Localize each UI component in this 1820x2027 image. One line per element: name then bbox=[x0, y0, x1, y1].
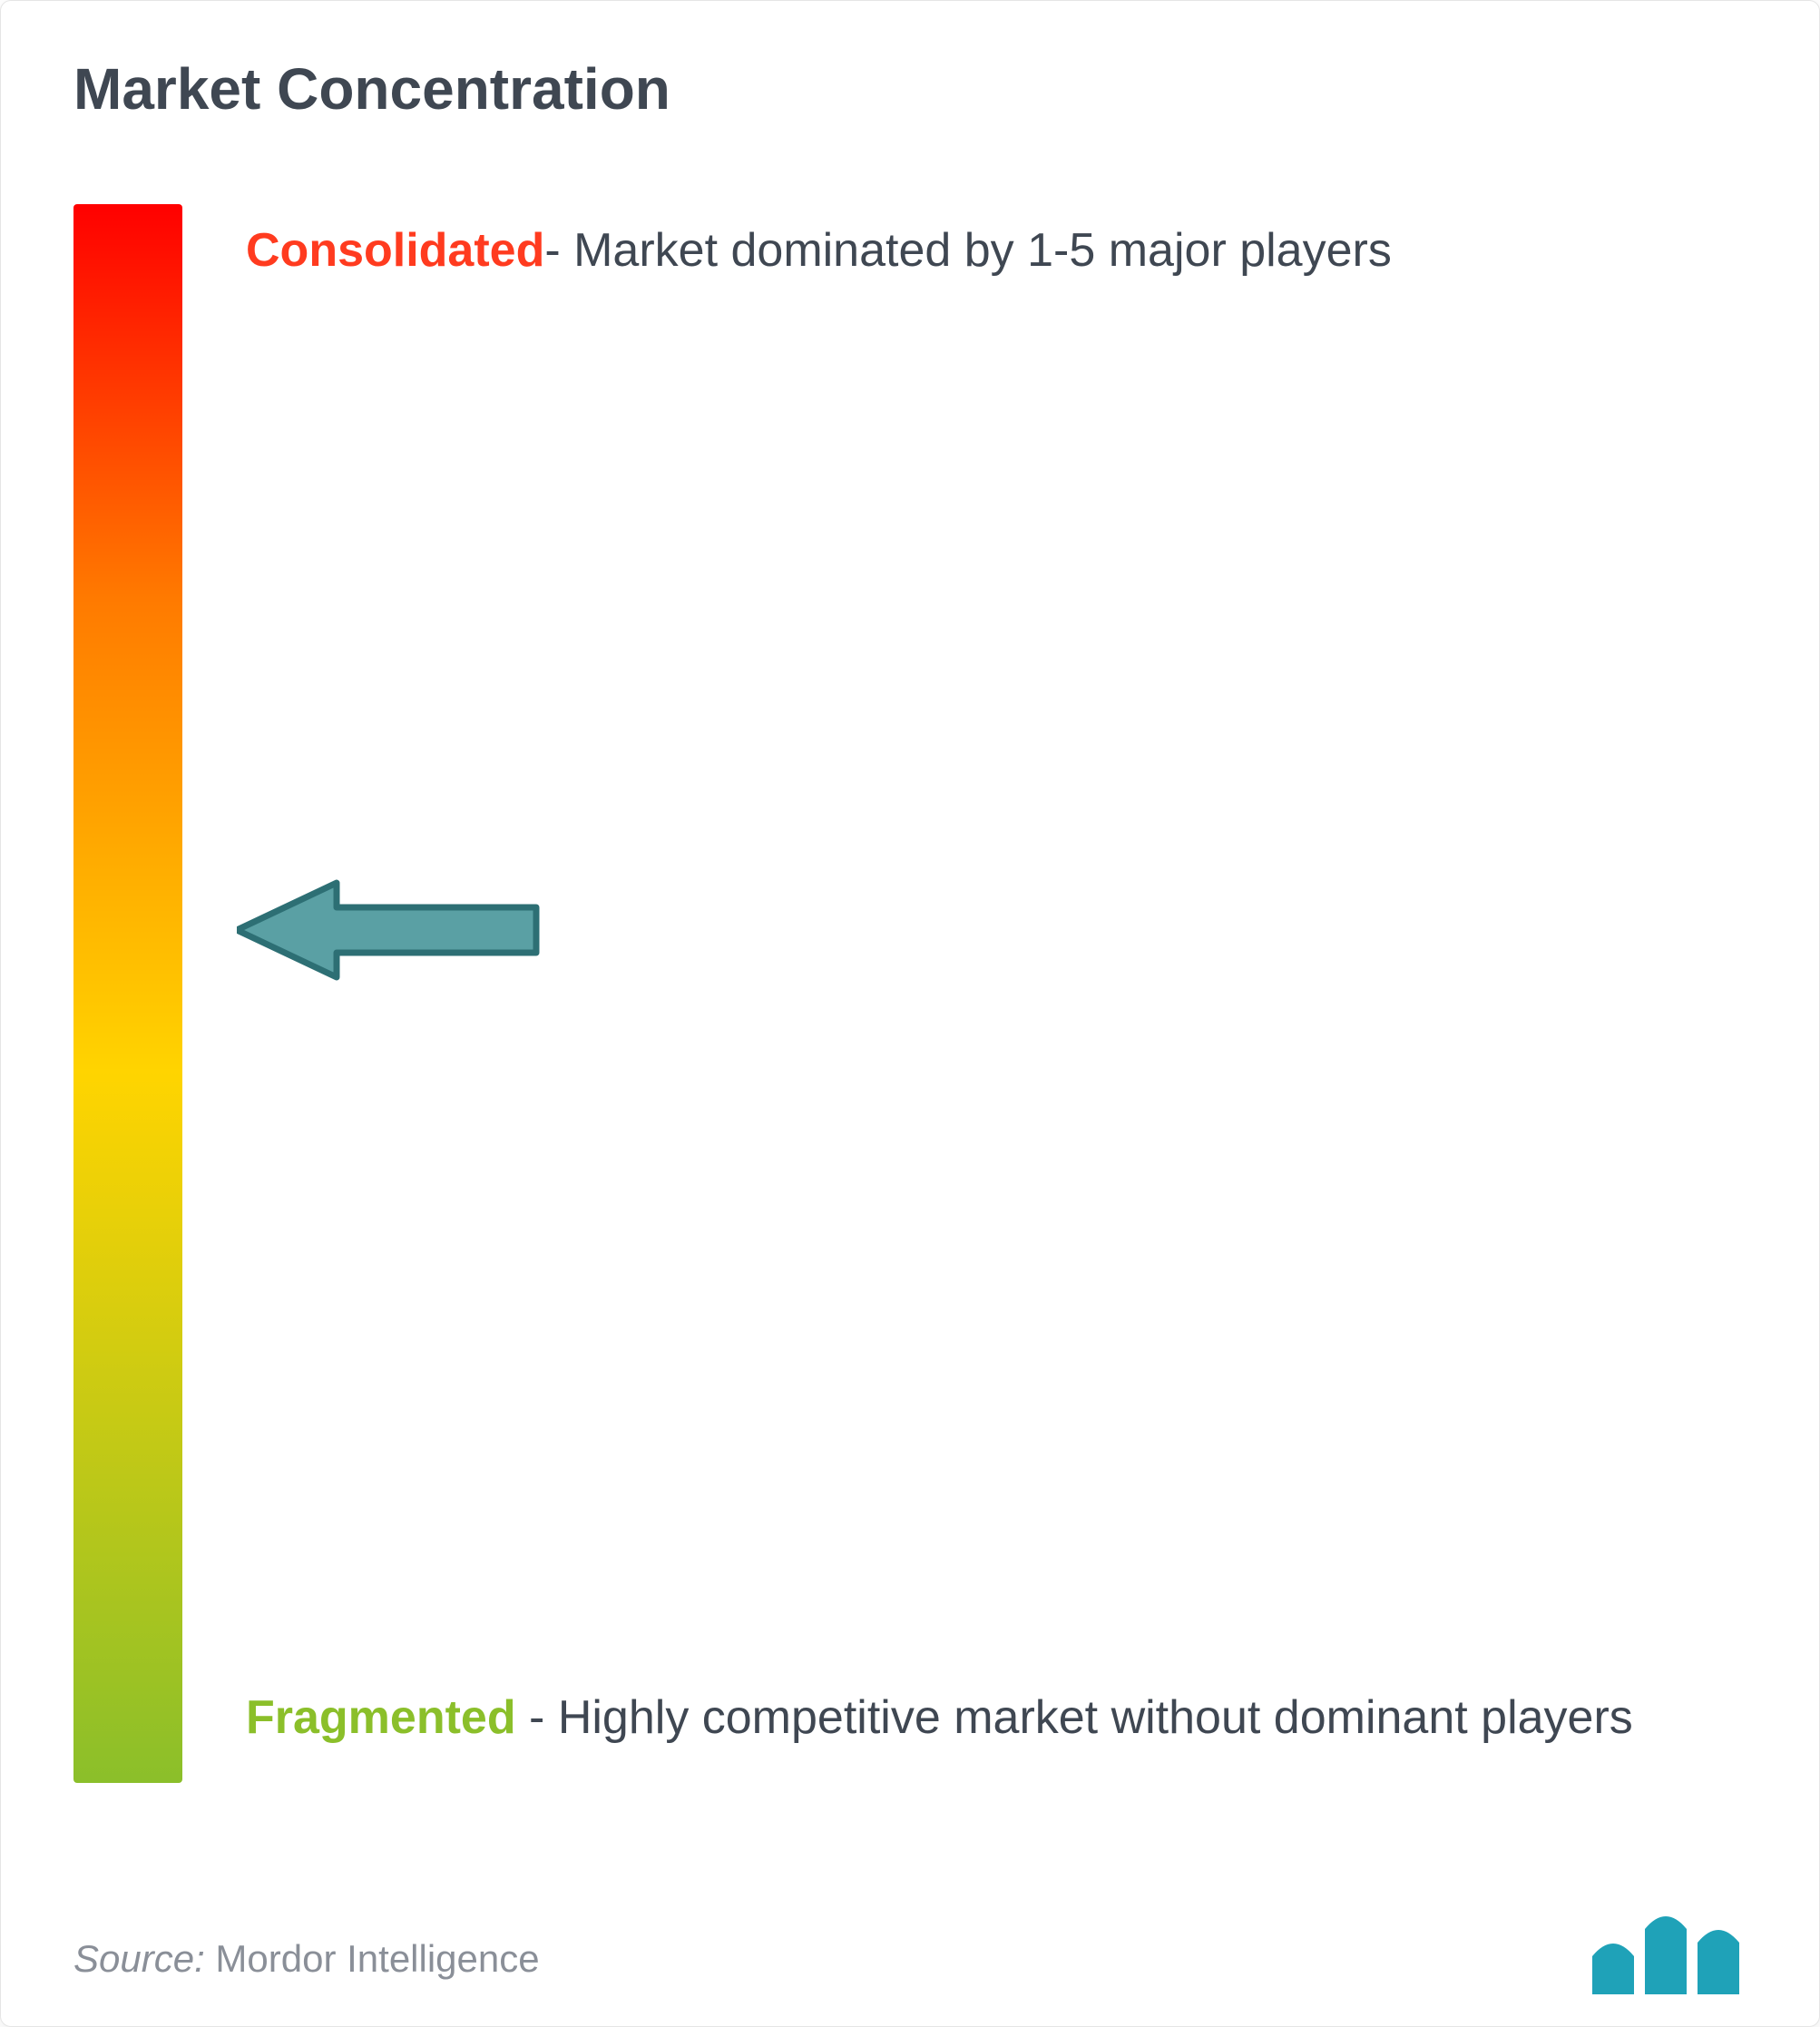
content-row: Consolidated- Market dominated by 1-5 ma… bbox=[73, 204, 1747, 1783]
consolidated-lead: Consolidated bbox=[246, 224, 544, 277]
arrow-left-icon bbox=[237, 876, 545, 984]
card-title: Market Concentration bbox=[73, 55, 1747, 122]
fragmented-lead: Fragmented bbox=[246, 1691, 516, 1744]
fragmented-rest: - Highly competitive market without domi… bbox=[516, 1691, 1633, 1744]
concentration-gradient-bar bbox=[73, 204, 182, 1783]
market-concentration-card: Market Concentration Consolidated- Marke… bbox=[0, 0, 1820, 2027]
mordor-logo-icon bbox=[1592, 1895, 1747, 1994]
source-value: Mordor Intelligence bbox=[215, 1937, 539, 1980]
fragmented-description: Fragmented - Highly competitive market w… bbox=[246, 1680, 1692, 1756]
source-label: Source: bbox=[73, 1937, 205, 1980]
consolidated-rest: - Market dominated by 1-5 major players bbox=[544, 224, 1392, 277]
consolidated-description: Consolidated- Market dominated by 1-5 ma… bbox=[246, 213, 1692, 289]
source-line: Source: Mordor Intelligence bbox=[73, 1937, 540, 1981]
position-indicator-arrow bbox=[237, 876, 545, 984]
brand-logo bbox=[1592, 1895, 1747, 1999]
descriptions-column: Consolidated- Market dominated by 1-5 ma… bbox=[182, 204, 1747, 1783]
